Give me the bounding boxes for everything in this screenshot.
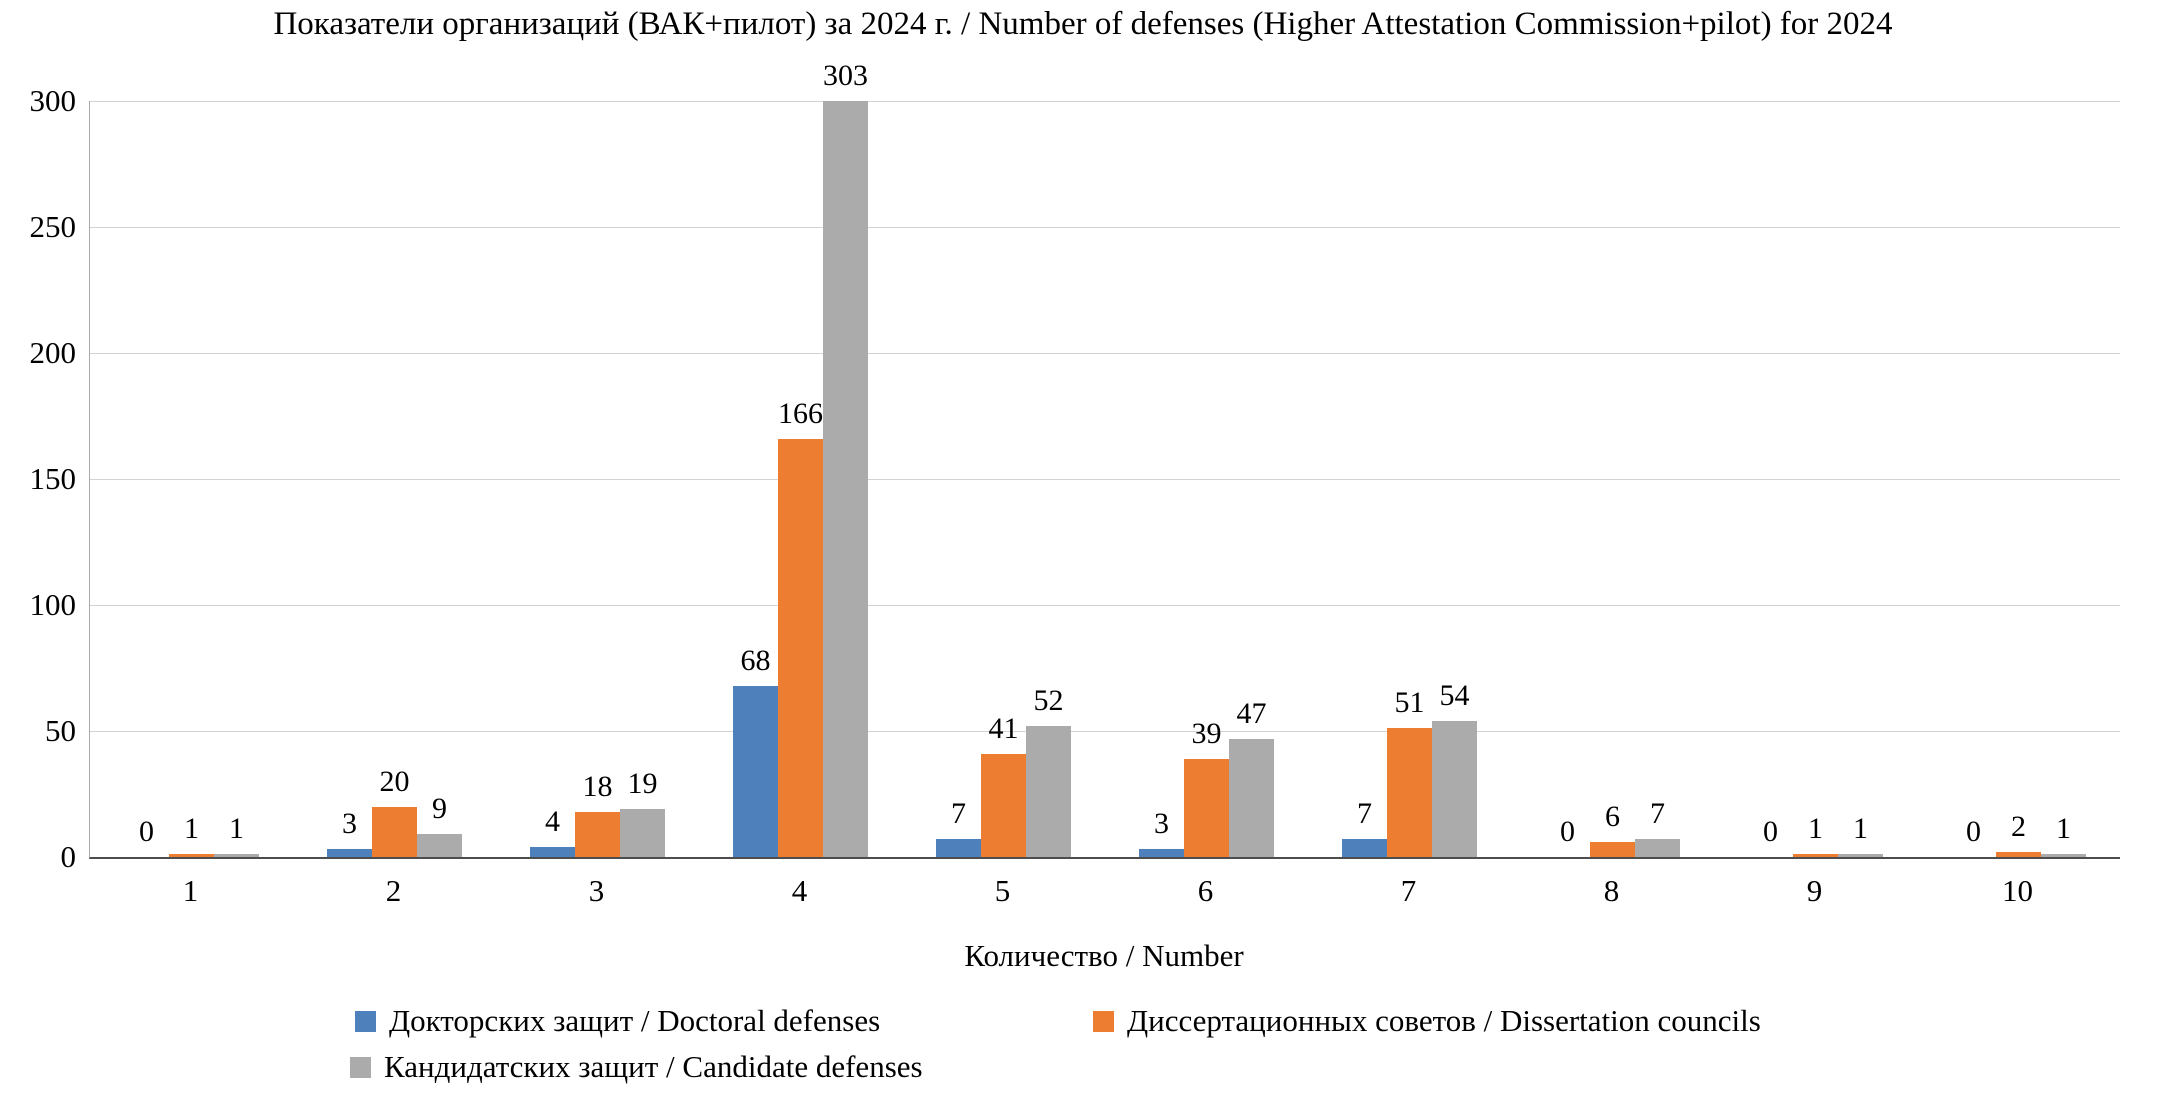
x-tick-label-1: 1: [182, 873, 199, 908]
bar-series1-cat3: [530, 846, 575, 857]
legend-item-3: Кандидатских защит / Candidate defenses: [350, 1049, 923, 1085]
legend-label: Диссертационных советов / Dissertation c…: [1127, 1003, 1761, 1038]
x-tick-label-6: 6: [1197, 873, 1214, 908]
bar-series2-cat5: [981, 753, 1026, 857]
bar-value-label: 68: [740, 643, 771, 677]
legend-swatch-icon: [355, 1010, 376, 1032]
x-tick-label-10: 10: [2002, 873, 2033, 908]
bar-series2-cat2: [372, 806, 417, 857]
x-tick-label-3: 3: [588, 873, 605, 908]
bar-value-label: 4: [545, 804, 560, 838]
gridline-y-100: [90, 605, 2120, 606]
x-tick-label-7: 7: [1400, 873, 1417, 908]
bar-value-label: 47: [1236, 696, 1267, 730]
bar-value-label: 1: [2056, 812, 2071, 846]
bar-value-label: 1: [1853, 812, 1868, 846]
bar-series3-cat10: [2041, 854, 2086, 857]
legend-item-1: Докторских защит / Doctoral defenses: [355, 1003, 880, 1039]
bar-series3-cat5: [1026, 725, 1071, 857]
x-tick-label-5: 5: [994, 873, 1011, 908]
bar-value-label: 39: [1191, 716, 1222, 750]
bar-series1-cat5: [936, 839, 981, 857]
gridline-y-150: [90, 479, 2120, 480]
y-tick-label: 0: [60, 839, 77, 874]
legend-swatch-icon: [350, 1056, 371, 1078]
bar-value-label: 1: [1808, 812, 1823, 846]
bar-value-label: 51: [1394, 686, 1425, 720]
y-tick-label: 200: [29, 335, 77, 370]
bar-series3-cat3: [620, 809, 665, 857]
bar-series3-cat9: [1838, 854, 1883, 857]
bar-series3-cat4: [823, 101, 868, 857]
bar-value-label: 0: [1966, 815, 1981, 848]
bar-series2-cat8: [1590, 841, 1635, 857]
bar-series2-cat6: [1184, 758, 1229, 857]
y-tick-label: 100: [29, 587, 77, 622]
bar-series2-cat4: [778, 438, 823, 857]
bar-series3-cat1: [214, 854, 259, 857]
bar-value-label: 9: [432, 792, 447, 826]
chart-title: Показатели организаций (ВАК+пилот) за 20…: [273, 6, 1893, 42]
bar-value-label: 303: [823, 59, 868, 92]
gridline-y-50: [90, 731, 2120, 732]
bar-value-label: 41: [988, 711, 1019, 745]
bar-value-label: 3: [1154, 807, 1169, 841]
bar-value-label: 0: [139, 815, 154, 848]
y-tick-label: 250: [29, 209, 77, 244]
bar-series3-cat7: [1432, 720, 1477, 857]
gridline-y-200: [90, 353, 2120, 354]
bar-series2-cat9: [1793, 854, 1838, 857]
x-tick-label-9: 9: [1806, 873, 1823, 908]
legend-swatch-icon: [1093, 1010, 1114, 1032]
bar-series3-cat2: [417, 834, 462, 857]
legend-item-2: Диссертационных советов / Dissertation c…: [1093, 1003, 1761, 1039]
bar-series2-cat7: [1387, 728, 1432, 857]
legend-label: Докторских защит / Doctoral defenses: [389, 1003, 881, 1038]
bar-value-label: 18: [582, 769, 613, 803]
bar-value-label: 2: [2011, 809, 2026, 843]
y-tick-label: 150: [29, 461, 77, 496]
gridline-y-250: [90, 227, 2120, 228]
bar-series1-cat4: [733, 685, 778, 857]
x-tick-label-2: 2: [385, 873, 402, 908]
x-tick-label-4: 4: [791, 873, 808, 908]
bar-value-label: 0: [1763, 815, 1778, 848]
y-tick-label: 300: [29, 83, 77, 118]
x-axis-title: Количество / Number: [964, 938, 1244, 973]
bar-value-label: 6: [1605, 799, 1620, 833]
bar-value-label: 7: [1650, 797, 1665, 831]
y-tick-label: 50: [45, 713, 76, 748]
bar-series1-cat6: [1139, 849, 1184, 857]
bar-value-label: 1: [229, 812, 244, 846]
bar-series1-cat2: [327, 849, 372, 857]
bar-series2-cat3: [575, 811, 620, 857]
bar-value-label: 54: [1439, 678, 1470, 712]
legend-label: Кандидатских защит / Candidate defenses: [384, 1049, 923, 1084]
bar-value-label: 20: [379, 764, 410, 798]
bar-value-label: 1: [184, 812, 199, 846]
bar-value-label: 166: [778, 396, 823, 430]
bar-series2-cat1: [169, 854, 214, 857]
bar-value-label: 7: [1357, 797, 1372, 831]
gridline-y-300: [90, 101, 2120, 102]
x-tick-label-8: 8: [1603, 873, 1620, 908]
bar-series2-cat10: [1996, 851, 2041, 857]
bar-series1-cat7: [1342, 839, 1387, 857]
bar-value-label: 52: [1033, 683, 1064, 717]
bar-value-label: 0: [1560, 815, 1575, 848]
bar-series3-cat8: [1635, 839, 1680, 857]
bar-value-label: 3: [342, 807, 357, 841]
bar-value-label: 19: [627, 767, 658, 801]
plot-area: 0 1 1 3 20 9 4 18 19 68 166 303 7 41 52 3 39 47 7 51 54 0 6 7 0 1…: [89, 60, 2120, 859]
bar-series3-cat6: [1229, 738, 1274, 857]
bar-value-label: 7: [951, 797, 966, 831]
